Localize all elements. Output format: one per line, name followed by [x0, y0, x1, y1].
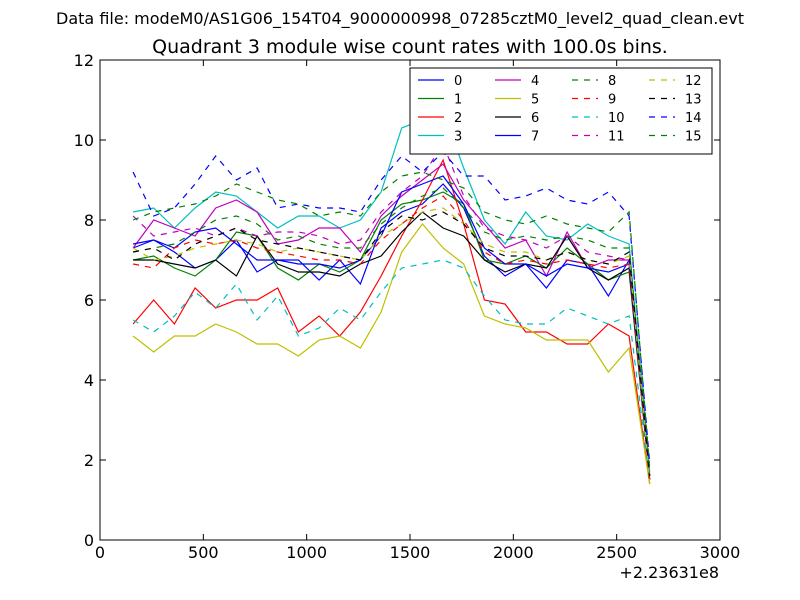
series-line-0 [132, 183, 651, 481]
legend-label-10: 10 [608, 111, 625, 126]
legend-label-7: 7 [531, 130, 539, 145]
series-line-12 [132, 207, 651, 481]
x-tick-label: 2500 [596, 543, 637, 562]
series-line-15 [132, 171, 651, 469]
x-axis: 0 500 1000 1500 2000 2500 3000 [95, 60, 740, 562]
series-line-1 [132, 191, 651, 481]
legend-label-11: 11 [608, 130, 625, 145]
series-line-7 [132, 175, 651, 481]
series-line-13 [132, 211, 651, 477]
series-line-10 [132, 259, 651, 481]
x-offset-label: +2.23631e8 [619, 563, 719, 582]
y-tick-label: 8 [84, 211, 94, 230]
chart-title: Quadrant 3 module wise count rates with … [152, 36, 668, 58]
x-tick-label: 0 [95, 543, 105, 562]
legend-label-8: 8 [608, 74, 616, 89]
x-tick-label: 3000 [700, 543, 741, 562]
legend-label-9: 9 [608, 93, 616, 108]
x-tick-label: 1000 [286, 543, 327, 562]
legend-label-15: 15 [685, 130, 702, 145]
legend-box [409, 67, 713, 155]
y-tick-label: 12 [74, 51, 94, 70]
y-tick-label: 6 [84, 291, 94, 310]
legend-label-1: 1 [454, 93, 462, 108]
y-tick-label: 4 [84, 371, 94, 390]
plot-frame [99, 59, 721, 541]
series-line-14 [132, 151, 651, 465]
legend-label-4: 4 [531, 74, 539, 89]
x-tick-label: 500 [188, 543, 219, 562]
legend-label-2: 2 [454, 111, 462, 126]
series-line-5 [132, 223, 651, 485]
legend-label-0: 0 [454, 74, 462, 89]
series-line-2 [132, 158, 651, 485]
series-layer [132, 111, 651, 485]
legend-label-3: 3 [454, 130, 462, 145]
y-tick-label: 2 [84, 451, 94, 470]
series-line-4 [132, 163, 651, 477]
legend-label-13: 13 [685, 93, 702, 108]
legend-label-5: 5 [531, 93, 539, 108]
x-tick-label: 1500 [390, 543, 431, 562]
series-line-6 [133, 211, 651, 481]
y-tick-label: 10 [74, 131, 94, 150]
suptitle: Data file: modeM0/AS1G06_154T04_90000009… [56, 9, 744, 29]
series-line-8 [132, 187, 651, 477]
legend-label-14: 14 [685, 111, 702, 126]
x-tick-label: 2000 [493, 543, 534, 562]
y-tick-label: 0 [84, 531, 94, 550]
legend-label-12: 12 [685, 74, 702, 89]
series-line-9 [132, 195, 651, 481]
legend-label-6: 6 [531, 111, 539, 126]
